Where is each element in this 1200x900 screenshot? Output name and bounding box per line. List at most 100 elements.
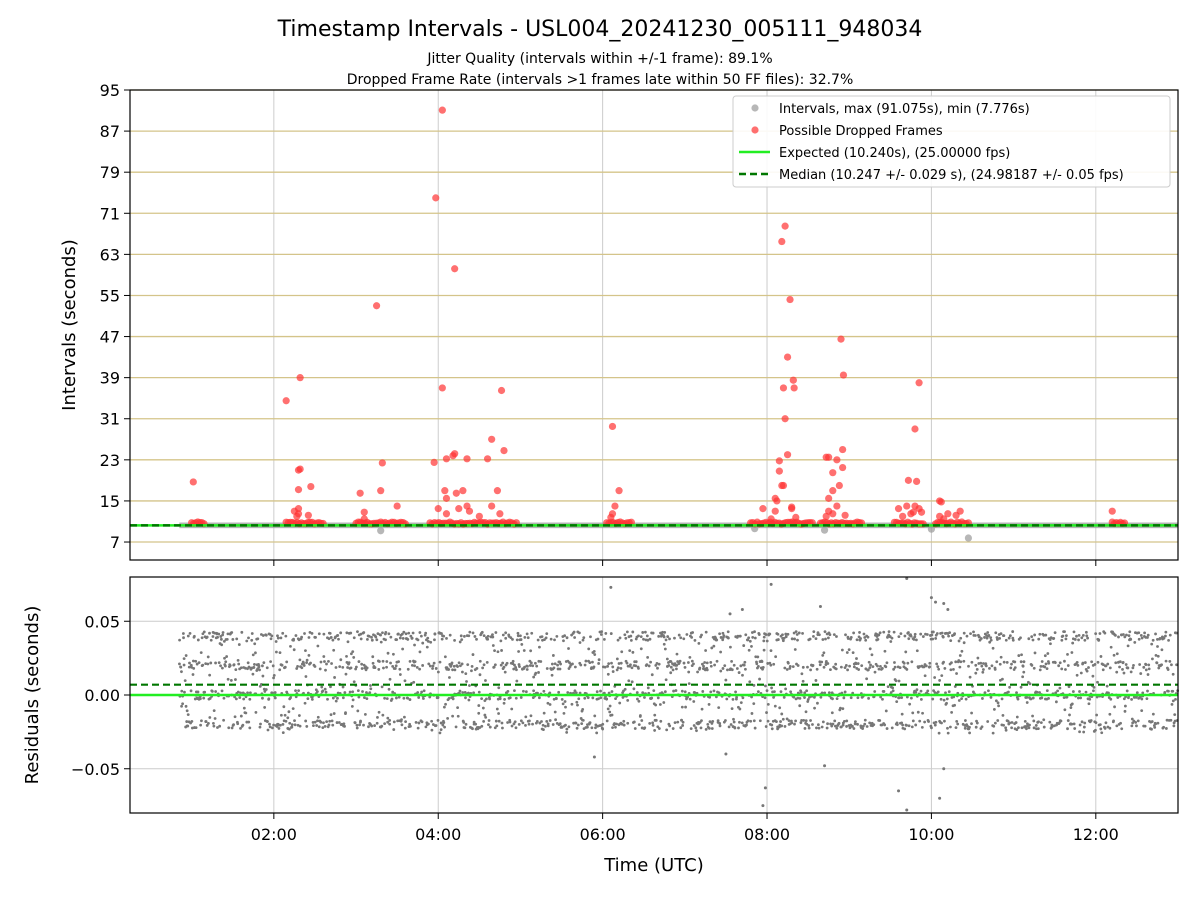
- residual-point: [595, 690, 599, 694]
- residual-point: [477, 711, 481, 715]
- residual-point: [842, 696, 846, 700]
- residual-point: [717, 691, 721, 695]
- residual-point: [483, 699, 487, 703]
- residual-point: [653, 729, 657, 732]
- residual-point: [1039, 721, 1043, 725]
- residual-point: [911, 719, 915, 723]
- dropped-frame-point: [293, 512, 301, 520]
- residual-point: [350, 705, 354, 708]
- residual-point: [379, 633, 383, 637]
- residual-point: [531, 664, 535, 668]
- dropped-frame-point: [833, 456, 841, 464]
- residual-point: [987, 689, 990, 693]
- residual-point: [605, 719, 609, 723]
- residual-point: [495, 724, 499, 728]
- residual-point: [1094, 728, 1097, 732]
- residual-point: [214, 690, 218, 693]
- residual-point: [328, 631, 332, 635]
- residual-point: [783, 666, 787, 670]
- residual-point: [956, 722, 960, 726]
- residual-point: [697, 641, 701, 645]
- residual-point: [857, 668, 861, 671]
- residual-point: [349, 631, 353, 635]
- dropped-frame-point: [607, 513, 615, 521]
- residual-point: [665, 728, 669, 732]
- residual-point: [223, 664, 227, 668]
- residual-point: [999, 632, 1003, 636]
- residual-point: [535, 719, 539, 723]
- residual-point: [394, 664, 398, 668]
- residual-point: [973, 634, 977, 637]
- residual-point: [952, 667, 955, 671]
- dropped-frame-point: [789, 376, 797, 384]
- residual-point: [1072, 630, 1076, 634]
- residual-point: [503, 698, 506, 701]
- residual-point: [424, 631, 428, 635]
- residual-point: [614, 725, 617, 729]
- residual-point: [726, 668, 729, 672]
- dropped-frame-point: [360, 515, 368, 523]
- residual-point: [1113, 705, 1116, 709]
- residual-point: [400, 718, 403, 722]
- residual-point: [643, 726, 647, 730]
- residual-point: [870, 653, 874, 657]
- residual-point: [731, 697, 735, 701]
- residual-point: [907, 724, 911, 728]
- residual-point: [475, 637, 478, 641]
- residual-point: [353, 721, 357, 725]
- residual-point: [287, 727, 291, 731]
- residual-point: [646, 638, 650, 642]
- residual-point: [436, 670, 440, 674]
- residual-point: [279, 636, 283, 640]
- residual-point: [1156, 721, 1160, 725]
- residual-point: [519, 696, 523, 699]
- residual-point: [374, 635, 378, 639]
- intervals-y-tick-label: 79: [100, 163, 120, 182]
- residual-point: [421, 664, 425, 667]
- residual-point: [351, 650, 355, 654]
- residual-point: [252, 666, 256, 669]
- residual-point: [529, 714, 533, 718]
- residual-point: [602, 637, 606, 641]
- residual-point: [712, 644, 716, 648]
- residual-point: [1044, 662, 1048, 666]
- residuals-y-tick-label: −0.05: [71, 760, 120, 779]
- residual-point: [609, 585, 613, 589]
- residual-point: [930, 633, 934, 637]
- residual-point: [960, 697, 963, 701]
- residual-point: [943, 719, 946, 723]
- residual-point: [803, 691, 807, 695]
- legend-label-intervals: Intervals, max (91.075s), min (7.776s): [779, 102, 1030, 117]
- residual-point: [931, 697, 935, 701]
- residual-point: [330, 662, 333, 665]
- residual-point: [472, 691, 476, 695]
- residual-point: [307, 654, 311, 657]
- residual-point: [871, 665, 875, 669]
- residual-point: [651, 723, 655, 727]
- residual-point: [241, 723, 245, 727]
- residual-point: [1005, 660, 1009, 664]
- residual-point: [1103, 726, 1107, 730]
- residual-point: [341, 696, 345, 700]
- residual-point: [1141, 691, 1145, 695]
- residual-point: [466, 691, 470, 695]
- residual-point: [844, 633, 847, 637]
- residual-point: [497, 686, 501, 690]
- residual-point: [950, 661, 953, 665]
- residual-point: [757, 633, 761, 636]
- residual-point: [686, 661, 690, 664]
- residual-point: [388, 722, 392, 726]
- residual-point: [269, 637, 273, 641]
- residual-point: [1146, 636, 1149, 639]
- residual-point: [1166, 668, 1170, 671]
- residual-point: [728, 612, 732, 616]
- residual-point: [525, 668, 529, 671]
- residual-point: [546, 724, 550, 728]
- residual-point: [893, 665, 897, 669]
- residual-point: [316, 715, 320, 719]
- residual-point: [799, 690, 803, 694]
- residual-point: [1043, 654, 1047, 658]
- residual-point: [1007, 690, 1010, 694]
- residual-point: [273, 696, 277, 700]
- residual-point: [750, 712, 754, 715]
